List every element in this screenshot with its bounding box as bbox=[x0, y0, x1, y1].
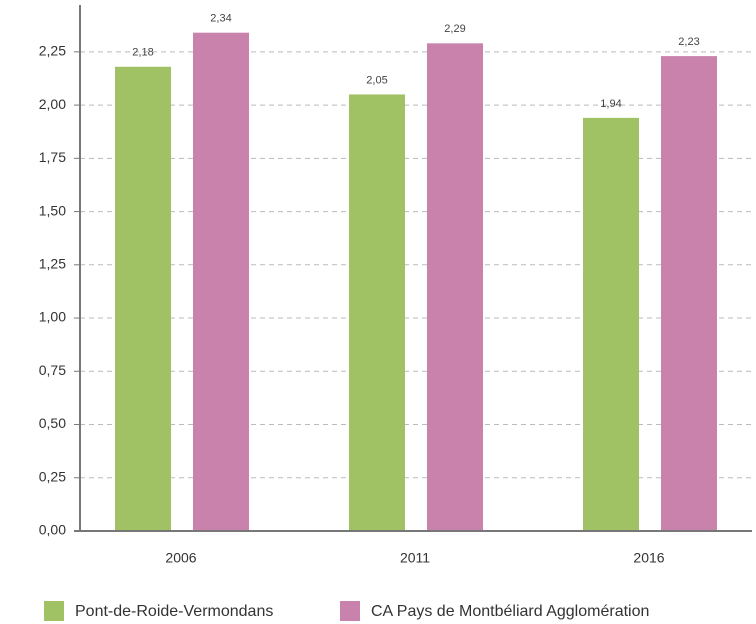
x-tick-label: 2011 bbox=[400, 550, 430, 566]
y-tick-label: 1,25 bbox=[39, 256, 66, 272]
data-label: 2,29 bbox=[444, 23, 465, 35]
y-tick-label: 0,75 bbox=[39, 362, 66, 378]
y-tick-label: 0,50 bbox=[39, 415, 66, 431]
bar bbox=[661, 56, 717, 531]
x-tick-label: 2016 bbox=[633, 550, 664, 566]
y-tick-label: 2,25 bbox=[39, 43, 66, 59]
y-tick-label: 0,00 bbox=[39, 522, 66, 538]
bar bbox=[583, 117, 639, 531]
legend-label: Pont-de-Roide-Vermondans bbox=[75, 603, 273, 620]
y-tick-label: 0,25 bbox=[39, 468, 66, 484]
bar bbox=[115, 66, 171, 532]
y-tick-label: 1,50 bbox=[39, 202, 66, 218]
y-tick-label: 1,00 bbox=[39, 309, 66, 325]
data-label: 2,34 bbox=[210, 13, 231, 25]
data-label: 2,05 bbox=[366, 74, 387, 86]
data-label: 2,23 bbox=[678, 36, 699, 48]
data-label: 1,94 bbox=[600, 98, 621, 110]
bar bbox=[349, 94, 405, 532]
legend-swatch bbox=[340, 601, 360, 621]
legend-label: CA Pays de Montbéliard Agglomération bbox=[371, 603, 649, 620]
y-tick-label: 2,00 bbox=[39, 96, 66, 112]
data-label: 2,18 bbox=[132, 47, 153, 59]
bar bbox=[193, 32, 249, 532]
y-tick-label: 1,75 bbox=[39, 149, 66, 165]
legend-swatch bbox=[44, 601, 64, 621]
bar bbox=[427, 43, 483, 532]
x-tick-label: 2006 bbox=[165, 550, 196, 566]
